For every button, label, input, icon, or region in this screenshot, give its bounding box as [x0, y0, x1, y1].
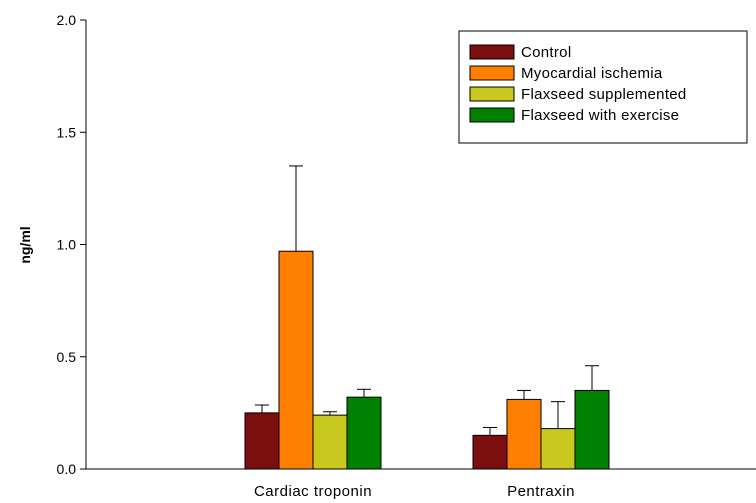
y-axis-label: ng/ml	[17, 226, 33, 263]
y-tick-label: 1.0	[57, 237, 77, 253]
category-label: Cardiac troponin	[254, 483, 372, 500]
legend-label: Control	[521, 44, 571, 61]
category-label: Pentraxin	[507, 483, 575, 500]
legend-swatch	[469, 107, 515, 123]
legend-label: Flaxseed supplemented	[521, 86, 687, 103]
y-ticks: 0.0 0.5 1.0 1.5 2.0	[57, 12, 86, 477]
y-tick-label: 2.0	[57, 12, 77, 28]
bar	[540, 428, 576, 470]
bar	[244, 412, 280, 470]
bars	[244, 165, 610, 470]
bar	[472, 434, 508, 470]
bar	[506, 398, 542, 470]
bar	[574, 389, 610, 470]
legend: Control Myocardial ischemia Flaxseed suppl…	[458, 30, 748, 144]
y-tick-label: 0.0	[57, 461, 77, 477]
category-labels: Cardiac troponin Pentraxin	[254, 483, 575, 500]
bar	[346, 396, 382, 470]
bar	[278, 250, 314, 470]
legend-swatch	[469, 65, 515, 81]
y-tick-label: 1.5	[57, 124, 77, 140]
legend-swatch	[469, 44, 515, 60]
bar	[312, 414, 348, 470]
legend-label: Flaxseed with exercise	[521, 107, 679, 124]
legend-label: Myocardial ischemia	[521, 65, 663, 82]
legend-swatch	[469, 86, 515, 102]
y-tick-label: 0.5	[57, 349, 77, 365]
